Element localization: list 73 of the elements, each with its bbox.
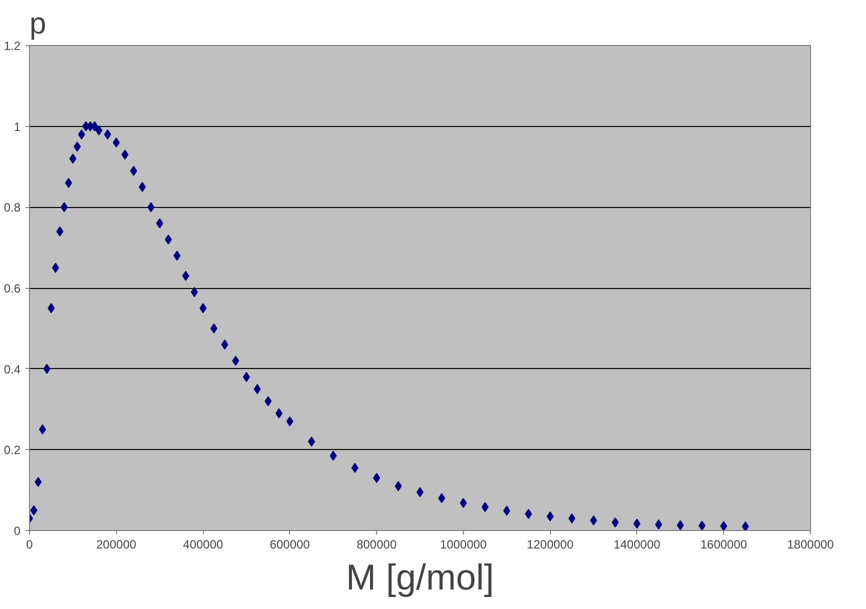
- point: [546, 511, 554, 522]
- x-tick-label: 400000: [183, 538, 224, 552]
- point: [568, 513, 576, 524]
- point: [438, 493, 446, 504]
- point: [52, 262, 60, 273]
- point: [112, 138, 120, 148]
- point: [221, 340, 228, 350]
- point: [482, 502, 489, 512]
- point: [633, 518, 640, 529]
- x-tick-label: 1200000: [526, 538, 574, 552]
- point: [138, 182, 146, 192]
- point: [34, 477, 42, 487]
- point: [264, 396, 272, 406]
- point: [147, 202, 154, 212]
- point: [95, 125, 102, 136]
- x-tick-label: 1800000: [787, 538, 834, 552]
- point: [330, 450, 337, 461]
- point: [39, 424, 46, 434]
- point: [30, 505, 38, 516]
- point: [351, 462, 358, 473]
- point: [242, 372, 250, 382]
- y-tick-label: 0.2: [4, 443, 21, 458]
- point: [460, 498, 467, 508]
- point: [394, 481, 402, 492]
- point: [104, 129, 112, 140]
- point: [130, 166, 138, 176]
- point: [164, 234, 172, 244]
- point: [48, 303, 55, 314]
- point: [43, 364, 50, 374]
- x-tick-label: 600000: [270, 538, 310, 552]
- point: [308, 436, 316, 447]
- point: [156, 218, 164, 228]
- x-tick-label: 1400000: [614, 538, 661, 552]
- point: [655, 519, 662, 530]
- point: [190, 287, 198, 298]
- x-tick-label: 200000: [96, 538, 137, 552]
- point: [524, 508, 532, 519]
- x-tick-label: 1000000: [440, 538, 488, 552]
- point: [373, 472, 380, 483]
- point: [210, 323, 218, 334]
- point: [65, 178, 72, 188]
- point: [503, 506, 510, 516]
- point: [69, 154, 76, 164]
- point: [182, 270, 190, 281]
- point: [612, 517, 619, 528]
- point: [91, 121, 98, 132]
- x-tick-label: 0: [26, 538, 34, 552]
- point: [720, 521, 728, 530]
- point: [254, 384, 261, 394]
- point: [174, 250, 181, 261]
- x-axis-title: M [g/mol]: [346, 556, 494, 598]
- point: [676, 520, 684, 530]
- y-tick-label: 1.2: [4, 39, 21, 53]
- point: [60, 202, 68, 212]
- point: [74, 142, 81, 152]
- x-tick-label: 1600000: [700, 538, 748, 552]
- y-tick-label: 0.6: [4, 282, 21, 296]
- x-tick-label: 800000: [356, 538, 397, 552]
- point: [742, 521, 749, 530]
- y-tick-label: 0.8: [4, 200, 21, 215]
- point: [286, 416, 294, 426]
- point: [590, 515, 598, 526]
- y-tick-label: 0.4: [4, 362, 21, 376]
- point: [56, 226, 64, 236]
- point: [78, 129, 86, 140]
- point: [232, 356, 240, 366]
- point: [121, 150, 128, 160]
- point: [200, 303, 207, 314]
- y-tick-label: 1: [14, 120, 21, 134]
- y-axis-title: p: [30, 8, 46, 40]
- point: [698, 520, 706, 530]
- point: [275, 408, 282, 418]
- y-tick-label: 0: [14, 524, 21, 538]
